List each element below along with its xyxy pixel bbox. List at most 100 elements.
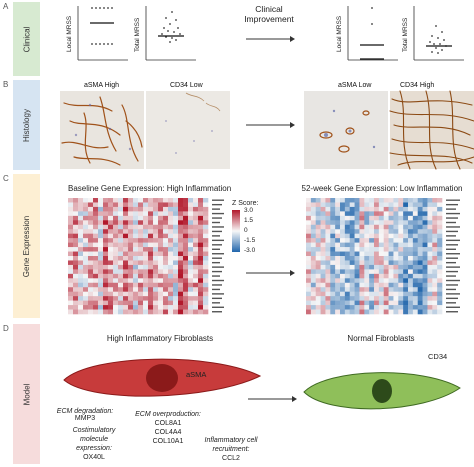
heatmap-cell — [173, 215, 179, 221]
heatmap-cell — [354, 220, 360, 226]
heatmap-cell — [178, 309, 184, 315]
heatmap-cell — [359, 287, 365, 292]
heatmap-cell — [344, 287, 351, 292]
heatmap-cell — [388, 264, 394, 270]
heatmap-cell — [325, 291, 331, 297]
heatmap-cell — [73, 224, 79, 230]
heatmap-cell — [432, 309, 438, 315]
ecm-overproduction-annotation: ECM overproduction: COL8A1 COL4A4 COL10A… — [128, 410, 208, 446]
heatmap-cell — [158, 242, 164, 248]
heatmap-cell — [374, 282, 380, 288]
heatmap-cell — [68, 256, 74, 261]
heatmap-cell — [344, 206, 351, 212]
heatmap-cell — [118, 269, 124, 275]
heatmap-cell — [383, 300, 389, 306]
heatmap-cell — [188, 278, 194, 284]
heatmap-row-tick — [212, 311, 222, 313]
heatmap-cell — [378, 264, 385, 270]
heatmap-cell — [330, 202, 336, 208]
heatmap-cell — [349, 229, 355, 234]
heatmap-cell — [113, 247, 119, 252]
heatmap-cell — [403, 198, 409, 203]
heatmap-cell — [143, 198, 149, 203]
heatmap-cell — [93, 220, 99, 226]
heatmap-cell — [364, 224, 370, 230]
heatmap-cell — [153, 305, 159, 310]
heatmap-cell — [374, 247, 380, 252]
heatmap-cell — [83, 251, 89, 257]
heatmap-cell — [388, 273, 394, 279]
heatmap-cell — [378, 260, 385, 266]
heatmap-cell — [108, 260, 114, 266]
heatmap-cell — [158, 238, 164, 243]
heatmap-row-tick — [446, 297, 458, 300]
heatmap-cell — [378, 224, 385, 230]
heatmap-cell — [315, 202, 321, 208]
heatmap-cell — [417, 309, 423, 315]
heatmap-cell — [83, 238, 89, 243]
heatmap-cell — [103, 287, 109, 292]
heatmap-cell — [73, 309, 79, 315]
heatmap-cell — [178, 198, 184, 203]
heatmap-cell — [118, 260, 124, 266]
heatmap-cell — [383, 273, 389, 279]
heatmap-cell — [203, 229, 209, 234]
heatmap-cell — [198, 296, 204, 301]
heatmap-cell — [320, 215, 326, 221]
heatmap-cell — [354, 273, 360, 279]
heatmap-cell — [408, 242, 414, 248]
heatmap-cell — [398, 229, 404, 234]
heatmap-cell — [118, 224, 124, 230]
heatmap-cell — [128, 291, 134, 297]
heatmap-cell — [103, 296, 109, 301]
heatmap-cell — [113, 233, 119, 239]
heatmap-cell — [188, 202, 194, 208]
heatmap-cell — [138, 242, 144, 248]
heatmap-cell — [398, 206, 404, 212]
heatmap-cell — [412, 211, 419, 217]
heatmap-cell — [143, 273, 149, 279]
heatmap-cell — [310, 296, 317, 301]
heatmap-cell — [325, 309, 331, 315]
heatmap-cell — [374, 233, 380, 239]
heatmap-cell — [193, 233, 199, 239]
heatmap-cell — [354, 206, 360, 212]
heatmap-cell — [178, 260, 184, 266]
heatmap-row-tick — [446, 279, 460, 282]
heatmap-cell — [128, 264, 134, 270]
heatmap-cell — [133, 211, 139, 217]
heatmap-cell — [383, 202, 389, 208]
heatmap-cell — [388, 282, 394, 288]
heatmap-row-tick — [446, 230, 458, 233]
heatmap-cell — [198, 278, 204, 284]
heatmap-cell — [118, 251, 124, 257]
heatmap-cell — [178, 206, 184, 212]
heatmap-cell — [123, 242, 129, 248]
heatmap-cell — [398, 269, 404, 275]
heatmap-cell — [398, 309, 404, 315]
heatmap-cell — [88, 264, 94, 270]
heatmap-cell — [88, 206, 94, 212]
heatmap-cell — [143, 220, 149, 226]
heatmap-cell — [359, 220, 365, 226]
heatmap-cell — [344, 296, 351, 301]
heatmap-cell — [163, 273, 169, 279]
heatmap-cell — [432, 198, 438, 203]
heatmap-cell — [427, 264, 433, 270]
heatmap-cell — [330, 296, 336, 301]
heatmap-cell — [173, 287, 179, 292]
heatmap-cell — [123, 256, 129, 261]
heatmap-cell — [383, 206, 389, 212]
heatmap-cell — [138, 206, 144, 212]
heatmap-cell — [153, 287, 159, 292]
heatmap-row-tick — [446, 199, 460, 201]
heatmap-cell — [133, 215, 139, 221]
heatmap-cell — [143, 202, 149, 208]
heatmap-row-tick — [212, 297, 222, 300]
heatmap-cell — [383, 309, 389, 315]
heatmap-cell — [393, 220, 399, 226]
heatmap-cell — [173, 260, 179, 266]
heatmap-cell — [354, 247, 360, 252]
heatmap-cell — [432, 233, 438, 239]
heatmap-cell — [369, 273, 375, 279]
